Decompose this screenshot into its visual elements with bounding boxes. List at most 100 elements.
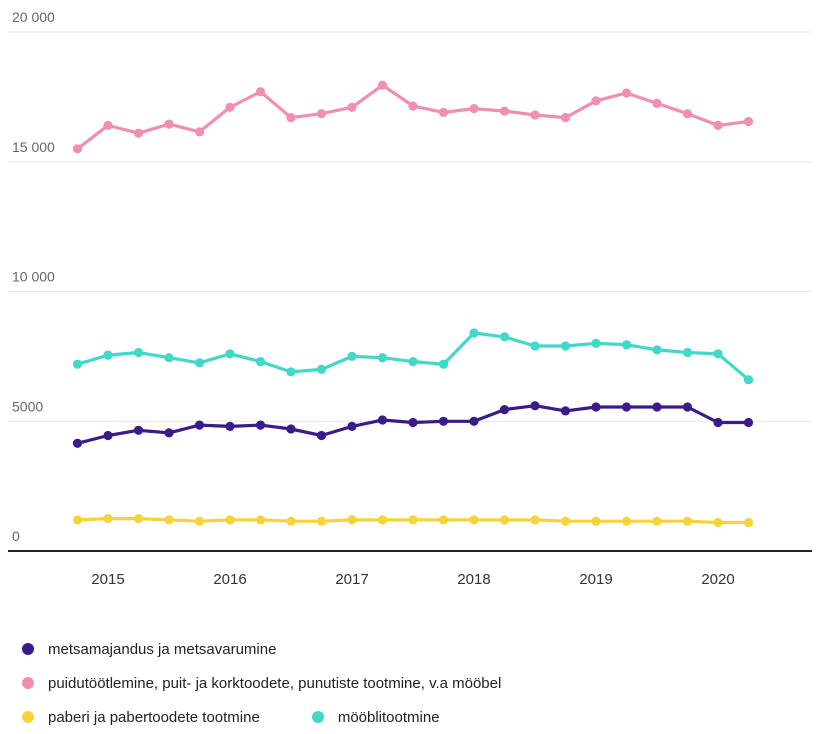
- data-point[interactable]: [164, 353, 174, 363]
- data-point[interactable]: [743, 375, 754, 385]
- data-point[interactable]: [347, 421, 357, 431]
- data-point[interactable]: [133, 347, 144, 358]
- data-point[interactable]: [72, 438, 83, 448]
- data-point[interactable]: [286, 113, 296, 123]
- data-point[interactable]: [591, 402, 601, 412]
- data-point[interactable]: [560, 113, 571, 123]
- data-point[interactable]: [133, 128, 144, 138]
- data-point[interactable]: [682, 109, 693, 119]
- data-point[interactable]: [194, 358, 205, 368]
- data-point[interactable]: [255, 515, 266, 525]
- data-point[interactable]: [591, 96, 601, 106]
- data-point[interactable]: [408, 417, 418, 428]
- data-point[interactable]: [530, 110, 540, 120]
- data-point[interactable]: [103, 120, 113, 130]
- data-point[interactable]: [591, 516, 601, 526]
- data-point[interactable]: [743, 116, 754, 127]
- data-point[interactable]: [72, 359, 83, 369]
- data-point[interactable]: [316, 364, 327, 374]
- data-point[interactable]: [469, 328, 479, 338]
- data-point[interactable]: [194, 516, 205, 526]
- data-point[interactable]: [133, 425, 144, 435]
- data-point[interactable]: [499, 515, 510, 525]
- data-point[interactable]: [408, 101, 418, 111]
- data-point[interactable]: [347, 515, 357, 525]
- data-point[interactable]: [72, 515, 83, 525]
- data-point[interactable]: [652, 345, 662, 355]
- data-point[interactable]: [682, 402, 693, 412]
- data-point[interactable]: [560, 516, 571, 526]
- data-point[interactable]: [408, 515, 418, 525]
- data-point[interactable]: [438, 359, 449, 369]
- data-point[interactable]: [408, 357, 418, 367]
- y-tick-label: 5000: [12, 398, 43, 414]
- data-point[interactable]: [438, 515, 449, 525]
- data-point[interactable]: [530, 515, 540, 525]
- data-point[interactable]: [713, 120, 723, 130]
- legend-item-puidutootlemine[interactable]: puidutöötlemine, puit- ja korktoodete, p…: [22, 675, 501, 692]
- data-point[interactable]: [530, 401, 540, 411]
- data-point[interactable]: [255, 87, 266, 97]
- data-point[interactable]: [194, 420, 205, 430]
- data-point[interactable]: [164, 119, 174, 129]
- data-point[interactable]: [377, 353, 388, 363]
- data-point[interactable]: [225, 349, 235, 359]
- data-point[interactable]: [682, 516, 693, 526]
- data-point[interactable]: [225, 515, 235, 525]
- data-point[interactable]: [743, 517, 754, 528]
- data-point[interactable]: [316, 109, 327, 119]
- data-point[interactable]: [347, 351, 357, 361]
- data-point[interactable]: [652, 98, 662, 108]
- data-point[interactable]: [438, 107, 449, 117]
- data-point[interactable]: [469, 515, 479, 525]
- legend-dot-icon: [22, 677, 34, 689]
- data-point[interactable]: [255, 420, 266, 430]
- data-point[interactable]: [530, 341, 540, 351]
- data-point[interactable]: [469, 416, 479, 426]
- data-point[interactable]: [713, 417, 723, 428]
- data-point[interactable]: [225, 421, 235, 431]
- data-point[interactable]: [286, 367, 296, 377]
- legend-item-metsamajandus[interactable]: metsamajandus ja metsavarumine: [22, 641, 276, 658]
- data-point[interactable]: [438, 416, 449, 426]
- data-point[interactable]: [316, 516, 327, 526]
- data-point[interactable]: [225, 102, 235, 112]
- data-point[interactable]: [164, 428, 174, 438]
- data-point[interactable]: [286, 516, 296, 526]
- y-tick-label: 20 000: [12, 9, 55, 25]
- data-point[interactable]: [72, 144, 83, 154]
- data-point[interactable]: [621, 402, 632, 412]
- data-point[interactable]: [713, 349, 723, 359]
- legend-item-paberi[interactable]: paberi ja pabertoodete tootmine: [22, 709, 260, 726]
- data-point[interactable]: [103, 514, 113, 524]
- data-point[interactable]: [560, 341, 571, 351]
- data-point[interactable]: [652, 402, 662, 412]
- data-point[interactable]: [621, 340, 632, 350]
- data-point[interactable]: [377, 515, 388, 525]
- data-point[interactable]: [347, 102, 357, 112]
- data-point[interactable]: [743, 417, 754, 428]
- data-point[interactable]: [377, 80, 388, 90]
- data-point[interactable]: [133, 514, 144, 524]
- data-point[interactable]: [286, 424, 296, 434]
- data-point[interactable]: [621, 88, 632, 98]
- data-point[interactable]: [499, 332, 510, 342]
- data-point[interactable]: [621, 516, 632, 526]
- data-point[interactable]: [316, 430, 327, 441]
- data-point[interactable]: [713, 517, 723, 528]
- data-point[interactable]: [499, 106, 510, 116]
- legend-item-mooblitootmine[interactable]: mööblitootmine: [311, 709, 440, 726]
- series-mooblitootmine: [72, 328, 754, 385]
- data-point[interactable]: [499, 405, 510, 415]
- data-point[interactable]: [682, 347, 693, 358]
- data-point[interactable]: [164, 515, 174, 525]
- data-point[interactable]: [103, 350, 113, 360]
- data-point[interactable]: [652, 516, 662, 526]
- data-point[interactable]: [469, 104, 479, 114]
- data-point[interactable]: [194, 127, 205, 137]
- data-point[interactable]: [591, 338, 601, 348]
- data-point[interactable]: [255, 357, 266, 367]
- data-point[interactable]: [377, 415, 388, 425]
- data-point[interactable]: [560, 406, 571, 416]
- data-point[interactable]: [103, 430, 113, 441]
